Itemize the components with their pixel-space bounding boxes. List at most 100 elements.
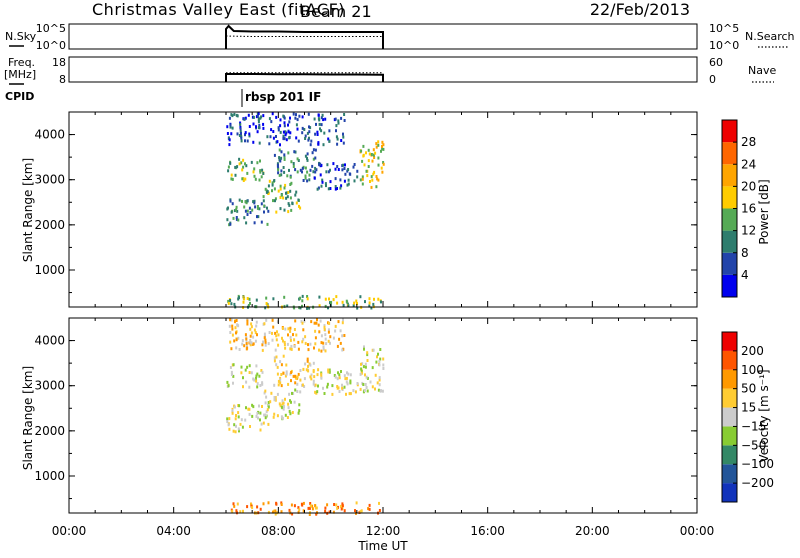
data-cell [275, 355, 278, 359]
beam-label: Beam 21 [300, 2, 372, 21]
data-cell [295, 123, 298, 127]
data-cell [244, 418, 247, 422]
data-cell [255, 324, 258, 328]
data-cell [232, 216, 235, 220]
colorbar-swatch [722, 407, 737, 427]
data-cell [267, 401, 270, 404]
data-cell [235, 509, 238, 513]
data-cell [226, 218, 229, 222]
data-cell [285, 370, 288, 374]
data-cell [289, 399, 291, 403]
data-cell [257, 120, 260, 124]
data-cell [373, 297, 375, 301]
data-cell [311, 164, 314, 168]
data-cell [367, 148, 370, 152]
data-cell [368, 503, 371, 507]
data-cell [319, 162, 322, 166]
data-cell [259, 428, 262, 432]
data-cell [279, 207, 282, 211]
data-cell [275, 334, 278, 338]
data-cell [283, 153, 286, 157]
data-cell [260, 115, 263, 119]
data-cell [248, 364, 251, 368]
data-cell [337, 371, 339, 375]
data-cell [233, 112, 236, 116]
data-cell [286, 195, 289, 199]
data-cell [240, 161, 243, 165]
colorbar-swatch [722, 164, 737, 187]
data-cell [335, 129, 337, 133]
data-cell [371, 385, 374, 389]
data-cell [233, 339, 236, 343]
data-cell [278, 173, 281, 177]
data-cell [349, 392, 352, 396]
data-cell [304, 154, 307, 158]
data-cell [356, 306, 359, 310]
data-cell [360, 367, 363, 371]
time-axis-labels: 00:00 04:00 08:00 12:00 16:00 20:00 00:00 [52, 524, 715, 538]
data-cell [320, 116, 323, 120]
data-cell [316, 133, 319, 136]
data-cell [369, 180, 371, 183]
data-cell [245, 380, 248, 384]
data-cell [336, 385, 339, 388]
data-cell [382, 357, 385, 361]
data-cell [316, 130, 319, 134]
data-cell [244, 200, 247, 204]
data-cell [248, 385, 251, 389]
data-cell [337, 121, 340, 125]
data-cell [292, 162, 295, 165]
data-cell [371, 366, 374, 370]
data-cell [343, 113, 346, 116]
power-x-ticks [68, 112, 698, 307]
freq-series-line [225, 73, 384, 82]
data-cell [382, 367, 385, 370]
data-cell [327, 339, 330, 343]
data-cell [289, 116, 291, 120]
data-cell [290, 181, 293, 185]
data-cell [273, 383, 276, 387]
data-cell [261, 343, 264, 347]
data-cell [376, 355, 378, 359]
data-cell [334, 375, 337, 379]
data-cell [279, 143, 281, 147]
data-cell [380, 389, 382, 393]
data-cell [246, 505, 249, 509]
data-cell [236, 114, 239, 118]
data-cell [329, 180, 332, 184]
data-cell [317, 113, 320, 117]
data-cell [309, 504, 312, 508]
data-cell [227, 423, 230, 427]
data-cell [261, 168, 264, 172]
data-cell [282, 371, 285, 375]
data-cell [291, 512, 294, 516]
data-cell [334, 187, 337, 191]
data-cell [258, 126, 260, 130]
data-cell [245, 337, 248, 341]
data-cell [235, 331, 237, 335]
data-cell [359, 510, 362, 514]
data-cell [314, 342, 317, 346]
data-cell [307, 506, 310, 510]
data-cell [301, 294, 304, 298]
data-cell [377, 163, 380, 167]
data-cell [233, 405, 236, 409]
data-cell [317, 323, 320, 327]
data-cell [329, 168, 331, 172]
y-tick-label: 3000 [34, 173, 65, 187]
data-cell [327, 330, 330, 334]
data-cell [311, 151, 314, 155]
data-cell [278, 148, 281, 152]
data-cell [310, 139, 313, 143]
data-cell [286, 416, 289, 419]
data-cell [353, 163, 356, 166]
date-label: 22/Feb/2013 [590, 0, 690, 19]
data-cell [314, 506, 317, 510]
data-cell [233, 423, 236, 427]
colorbar-tick-label: 28 [741, 135, 756, 149]
data-cell [256, 382, 259, 386]
data-cell [309, 342, 312, 346]
data-cell [283, 340, 286, 344]
data-cell [273, 187, 276, 191]
data-cell [312, 148, 315, 152]
